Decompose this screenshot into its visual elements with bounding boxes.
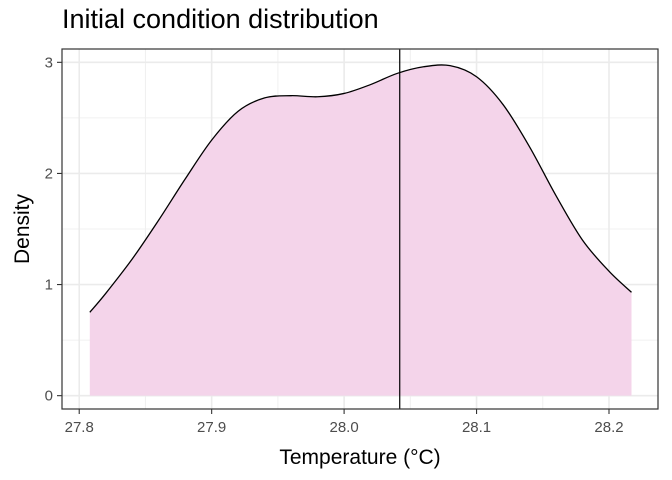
x-axis-title: Temperature (°C) [279, 446, 440, 469]
x-axis: 27.8 27.9 28.0 28.1 28.2 [65, 409, 624, 436]
density-area-layer [89, 64, 632, 396]
x-tick-label: 27.9 [197, 419, 226, 436]
x-tick-label: 28.2 [594, 419, 623, 436]
y-axis-title: Density [11, 193, 34, 264]
x-tick-label: 28.0 [330, 419, 359, 436]
y-tick-label: 0 [45, 388, 53, 405]
panel-border-layer [61, 48, 659, 410]
panel-border [61, 48, 659, 410]
y-axis: 0 1 2 3 [45, 54, 62, 405]
y-tick-label: 2 [45, 165, 53, 182]
x-tick-label: 28.1 [462, 419, 491, 436]
y-tick-label: 1 [45, 277, 53, 294]
density-area-fill [89, 64, 632, 396]
y-tick-label: 3 [45, 54, 53, 71]
x-tick-label: 27.8 [65, 419, 94, 436]
density-curve [89, 64, 632, 313]
chart-title: Initial condition distribution [62, 4, 379, 34]
